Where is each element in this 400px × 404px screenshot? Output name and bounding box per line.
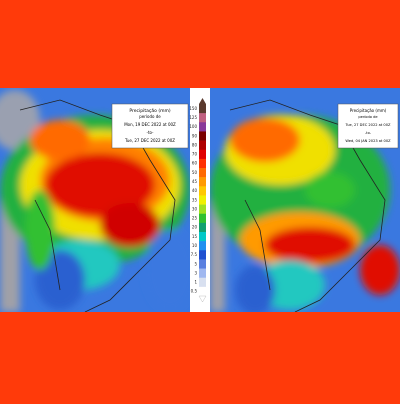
legend-end: Tue, 27 DEC 2022 at 00Z (124, 138, 175, 143)
colorbar-swatch (199, 222, 206, 233)
colorbar-swatch (199, 241, 206, 251)
colorbar-swatch (199, 277, 206, 288)
legend-separator: -to- (365, 131, 372, 135)
colorbar-swatch (199, 186, 206, 196)
colorbar-swatch (199, 177, 206, 187)
colorbar-swatch (199, 149, 206, 160)
colorbar-swatch (199, 168, 206, 178)
legend-title: Precipitação (mm) (350, 108, 387, 113)
left-legend: Precipitação (mm) período de Mon, 19 DEC… (111, 103, 189, 149)
colorbar-swatch (199, 286, 206, 297)
colorbar-swatch (199, 122, 206, 132)
legend-separator: -to- (147, 130, 155, 135)
legend-start: Mon, 19 DEC 2022 at 00Z (124, 122, 176, 127)
right-legend: Precipitação (mm) período de Tue, 27 DEC… (337, 103, 399, 149)
colorbar-label: 5 (194, 261, 197, 266)
colorbar-swatch (199, 259, 206, 269)
colorbar-label: 20 (192, 225, 198, 230)
colorbar-label: 35 (192, 197, 198, 202)
colorbar-label: 1 (194, 280, 197, 285)
colorbar-label: 0.5 (191, 289, 198, 294)
legend-subtitle: período de (139, 114, 161, 119)
colorbar-label: 45 (192, 179, 198, 184)
colorbar-label: 90 (192, 133, 198, 138)
colorbar-label: 80 (192, 142, 198, 147)
colorbar-swatch (199, 232, 206, 242)
left-map (0, 88, 190, 312)
colorbar-label: 100 (189, 124, 197, 129)
colorbar-arrow-top (199, 98, 206, 104)
colorbar: 150 125 100 90 80 70 60 50 45 40 35 30 25 20 15 10 7.5 5 3… (189, 98, 207, 303)
colorbar-swatch (199, 131, 206, 141)
colorbar-swatch (199, 213, 206, 224)
colorbar-swatch (199, 195, 206, 205)
colorbar-label: 60 (192, 161, 198, 166)
colorbar-swatch (199, 158, 206, 169)
colorbar-arrow-bottom (198, 295, 207, 303)
legend-end: Wed, 04 JAN 2023 at 00Z (345, 139, 391, 143)
colorbar-label: 25 (192, 216, 198, 221)
colorbar-label: 50 (192, 170, 198, 175)
colorbar-label: 7.5 (191, 252, 198, 257)
colorbar-swatch (199, 250, 206, 260)
colorbar-swatch (199, 140, 206, 151)
colorbar-swatch (199, 113, 206, 123)
colorbar-label: 10 (192, 243, 198, 248)
colorbar-swatch (199, 204, 206, 215)
colorbar-label: 15 (192, 234, 198, 239)
legend-subtitle: período de (358, 115, 378, 119)
colorbar-swatch (199, 268, 206, 279)
right-map (210, 88, 400, 312)
legend-start: Tue, 27 DEC 2022 at 00Z (345, 123, 391, 127)
colorbar-label: 40 (192, 188, 198, 193)
colorbar-label: 30 (192, 206, 198, 211)
colorbar-label: 150 (189, 106, 197, 111)
colorbar-label: 3 (194, 270, 197, 275)
colorbar-label: 70 (192, 152, 198, 157)
colorbar-swatch (199, 104, 206, 114)
colorbar-label: 125 (189, 115, 197, 120)
legend-title: Precipitação (mm) (129, 108, 170, 114)
